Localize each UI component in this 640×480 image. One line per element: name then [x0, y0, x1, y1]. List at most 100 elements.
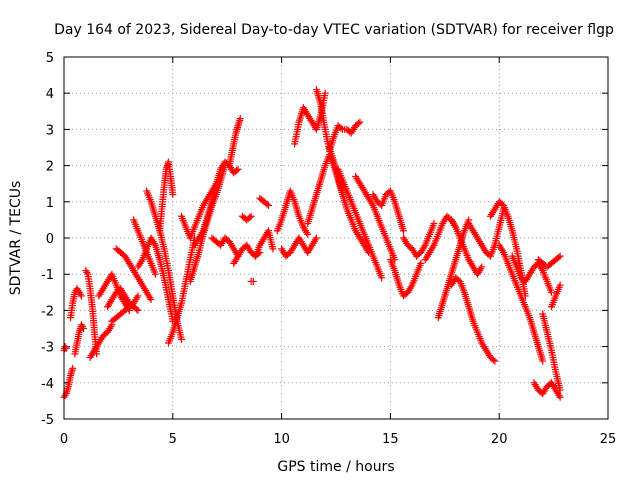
series-arc22	[238, 212, 255, 224]
data-point	[236, 115, 244, 123]
series-arc43	[495, 241, 547, 365]
data-point	[133, 305, 141, 313]
data-marks	[60, 86, 564, 401]
data-point	[378, 274, 386, 282]
series-arc19	[225, 115, 244, 170]
series-arc46	[534, 252, 564, 271]
chart-title: Day 164 of 2023, Sidereal Day-to-day VTE…	[54, 22, 614, 38]
y-tick-label: 4	[46, 87, 54, 102]
series-arc17	[186, 162, 229, 285]
series-arc8	[104, 285, 142, 314]
data-point	[491, 357, 499, 365]
data-point	[321, 89, 329, 97]
series-arc41	[465, 205, 508, 260]
y-tick-label: 0	[46, 232, 54, 247]
data-point	[83, 268, 91, 276]
data-point	[77, 292, 85, 300]
data-point	[151, 270, 159, 278]
data-point	[556, 252, 564, 260]
y-tick-label: 3	[46, 123, 54, 138]
x-axis-label: GPS time / hours	[277, 459, 394, 475]
series-arc21	[230, 241, 264, 267]
series-arc18	[191, 158, 242, 249]
series-arc9	[108, 292, 142, 325]
series-arc16	[178, 180, 220, 242]
series-arc12	[134, 234, 177, 325]
series-arc15	[164, 234, 199, 347]
data-point	[269, 245, 277, 253]
data-point	[69, 364, 77, 372]
series-arc35	[386, 256, 425, 300]
series-arc27	[278, 234, 320, 260]
series-arc48	[547, 281, 564, 311]
series-arc2	[60, 343, 70, 354]
x-tick-label: 20	[491, 432, 508, 447]
y-tick-label: -3	[41, 341, 54, 356]
plot-frame	[63, 56, 609, 420]
series-arc39	[447, 216, 486, 278]
series-arc23	[251, 227, 277, 260]
x-tick-labels: 0 5 10 15 20 25	[60, 432, 616, 447]
x-tick-label: 15	[382, 432, 399, 447]
data-point	[356, 118, 364, 126]
data-point	[539, 357, 547, 365]
data-point	[134, 292, 142, 300]
y-axis-label: SDTVAR / TECUs	[8, 181, 24, 296]
data-point	[417, 259, 425, 267]
y-tick-label: -4	[41, 377, 54, 392]
data-point	[178, 335, 186, 343]
data-point	[556, 281, 564, 289]
data-point	[337, 124, 345, 132]
data-point	[234, 165, 242, 173]
y-tick-label: -1	[41, 268, 54, 283]
series-arc6	[86, 321, 116, 361]
data-point	[249, 277, 257, 285]
data-point	[233, 166, 241, 174]
data-point	[478, 263, 486, 271]
series-arc32	[334, 165, 386, 282]
x-tick-label: 10	[273, 432, 290, 447]
series-arc34	[369, 187, 407, 235]
data-point	[354, 119, 362, 127]
grid-layer	[64, 57, 608, 419]
series-arc29	[312, 86, 364, 155]
data-point	[134, 306, 142, 314]
data-point	[312, 234, 320, 242]
series-arc25	[247, 277, 257, 285]
data-point	[399, 227, 407, 235]
y-tick-label: 2	[46, 160, 54, 175]
data-point	[489, 356, 497, 364]
series-arc40	[447, 274, 499, 365]
data-point	[246, 213, 254, 221]
y-tick-label: -5	[41, 413, 54, 428]
series-arc3	[67, 285, 85, 322]
data-point	[556, 393, 564, 401]
y-tick-label: -2	[41, 304, 54, 319]
series-arc4	[71, 321, 88, 358]
y-tick-label: 1	[46, 196, 54, 211]
series-arc1	[60, 364, 77, 401]
data-point	[430, 220, 438, 228]
data-point	[147, 296, 155, 304]
series-arc45	[530, 379, 564, 401]
series-arc47	[539, 310, 564, 394]
series-arc44	[508, 252, 555, 296]
data-point	[247, 212, 255, 220]
data-point	[556, 386, 564, 394]
x-tick-label: 5	[169, 432, 177, 447]
series-arc30	[304, 151, 347, 228]
series-arc26	[273, 187, 312, 238]
series-arc36	[399, 220, 438, 260]
data-point	[547, 288, 555, 296]
data-point	[80, 325, 88, 332]
y-tick-label: 5	[46, 51, 54, 66]
data-point	[265, 201, 273, 209]
y-tick-labels: -5 -4 -3 -2 -1 0 1 2 3 4 5	[41, 51, 54, 428]
series-arc33	[352, 172, 399, 264]
series-arc14	[156, 158, 177, 235]
data-point	[169, 191, 177, 199]
data-point	[304, 230, 312, 238]
data-point	[263, 200, 271, 208]
x-tick-label: 0	[60, 432, 68, 447]
